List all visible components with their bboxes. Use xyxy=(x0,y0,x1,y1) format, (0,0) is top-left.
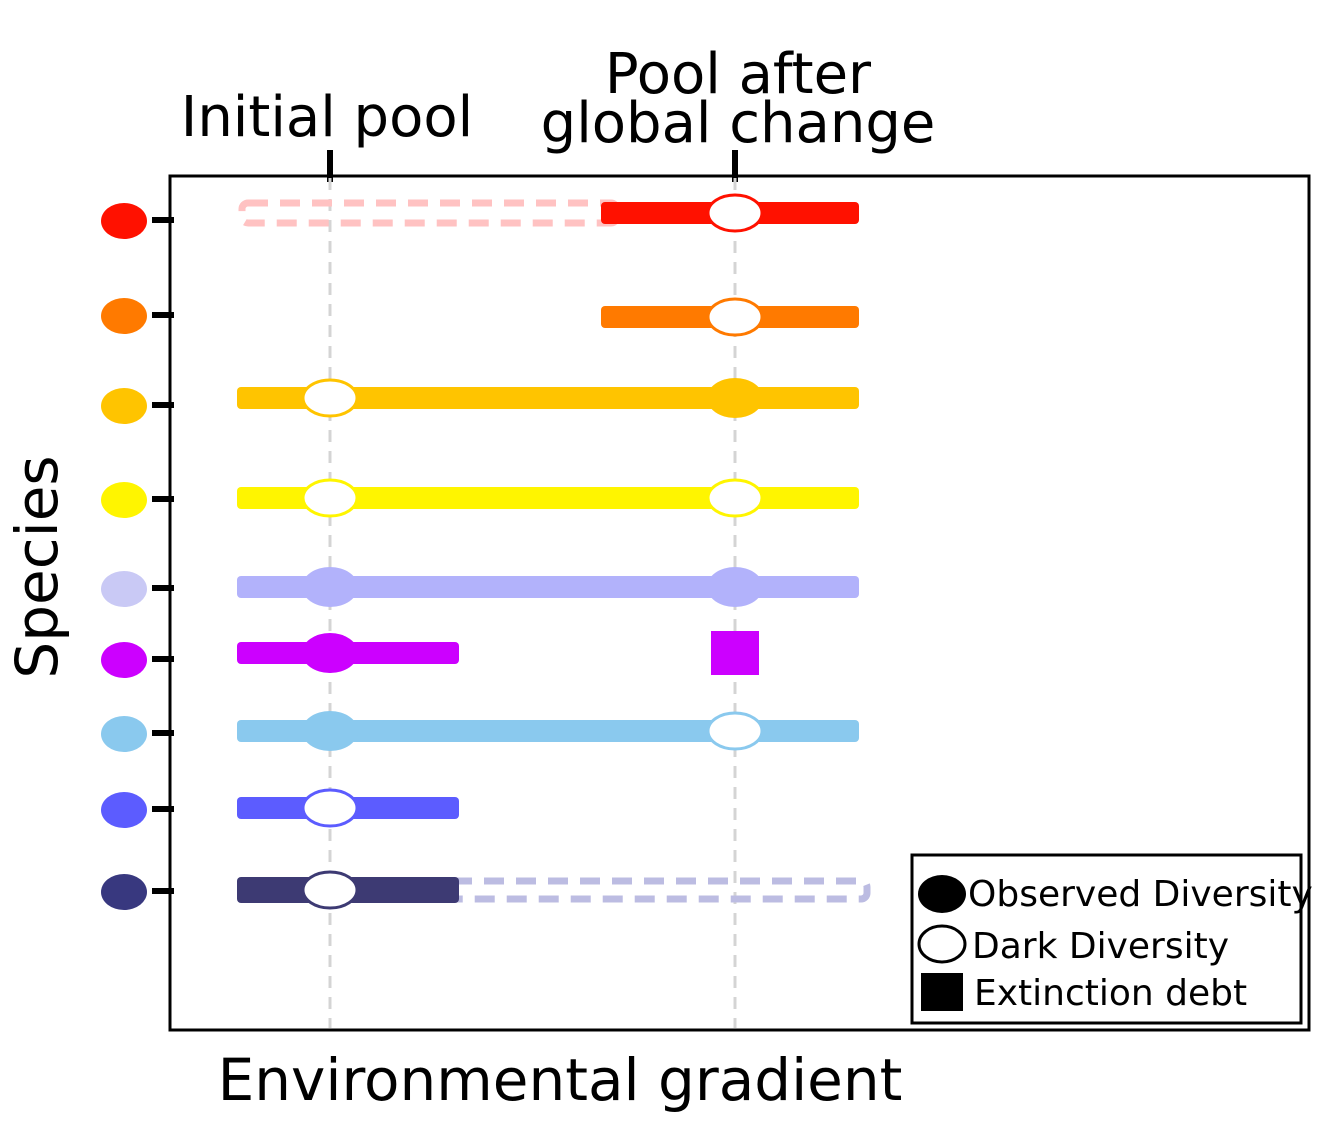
species-4-initial-dark-marker xyxy=(301,478,359,518)
legend-dark-label: Dark Diversity xyxy=(972,926,1229,967)
plot-frame xyxy=(168,174,1311,1032)
species-3-initial-dark-marker xyxy=(301,378,359,418)
species-2-axis-tick xyxy=(152,312,174,318)
species-6-initial-observed-marker xyxy=(302,633,358,673)
species-9-ghost-range xyxy=(442,877,871,903)
label-pool-after-line1: Pool after xyxy=(605,42,872,107)
species-7-initial-observed-marker xyxy=(302,711,358,751)
species-1-after-dark-marker xyxy=(706,193,764,233)
species-1-axis-tick xyxy=(152,217,174,223)
x-axis-label: Environmental gradient xyxy=(218,1046,903,1114)
species-7-after-dark-marker xyxy=(706,711,764,751)
species-7-axis-tick xyxy=(152,730,174,736)
tick-pool-after xyxy=(732,150,738,182)
legend-box xyxy=(910,853,1303,1025)
species-3-axis-tick xyxy=(152,402,174,408)
species-3-after-observed-marker xyxy=(707,378,763,418)
species-9-axis-tick xyxy=(152,888,174,894)
species-2-dot xyxy=(101,298,147,334)
legend: Observed Diversity Dark Diversity Extinc… xyxy=(910,853,1313,1025)
species-5-initial-observed-marker xyxy=(302,567,358,607)
legend-debt-label: Extinction debt xyxy=(974,973,1247,1014)
tick-initial-pool xyxy=(327,150,333,182)
species-6-dot xyxy=(101,642,147,678)
species-2-after-dark-marker xyxy=(706,297,764,337)
species-7-range-bar xyxy=(237,720,859,742)
species-1-ghost-range xyxy=(238,199,621,227)
legend-observed-icon xyxy=(918,875,966,913)
species-6-after-extinction-debt-marker xyxy=(711,631,759,675)
species-5-after-observed-marker xyxy=(707,567,763,607)
label-pool-after-line2: global change xyxy=(541,91,936,156)
species-3-dot xyxy=(101,388,147,424)
species-rows xyxy=(101,193,871,910)
species-5-range-bar xyxy=(237,576,859,598)
species-9-initial-dark-marker xyxy=(301,870,359,910)
species-4-after-dark-marker xyxy=(706,478,764,518)
species-7-dot xyxy=(101,716,147,752)
y-axis-label: Species xyxy=(3,455,71,678)
legend-dark-icon xyxy=(917,924,967,964)
species-6-axis-tick xyxy=(152,656,174,662)
species-8-initial-dark-marker xyxy=(301,788,359,828)
species-1-dot xyxy=(101,203,147,239)
species-8-axis-tick xyxy=(152,806,174,812)
species-5-axis-tick xyxy=(152,585,174,591)
species-5-dot xyxy=(101,571,147,607)
species-8-dot xyxy=(101,792,147,828)
species-3-range-bar xyxy=(237,387,859,409)
species-4-range-bar xyxy=(237,487,859,509)
legend-observed-label: Observed Diversity xyxy=(968,874,1313,915)
species-4-dot xyxy=(101,482,147,518)
species-9-dot xyxy=(101,874,147,910)
label-initial-pool: Initial pool xyxy=(181,85,473,150)
species-4-axis-tick xyxy=(152,496,174,502)
legend-debt-icon xyxy=(921,973,963,1011)
